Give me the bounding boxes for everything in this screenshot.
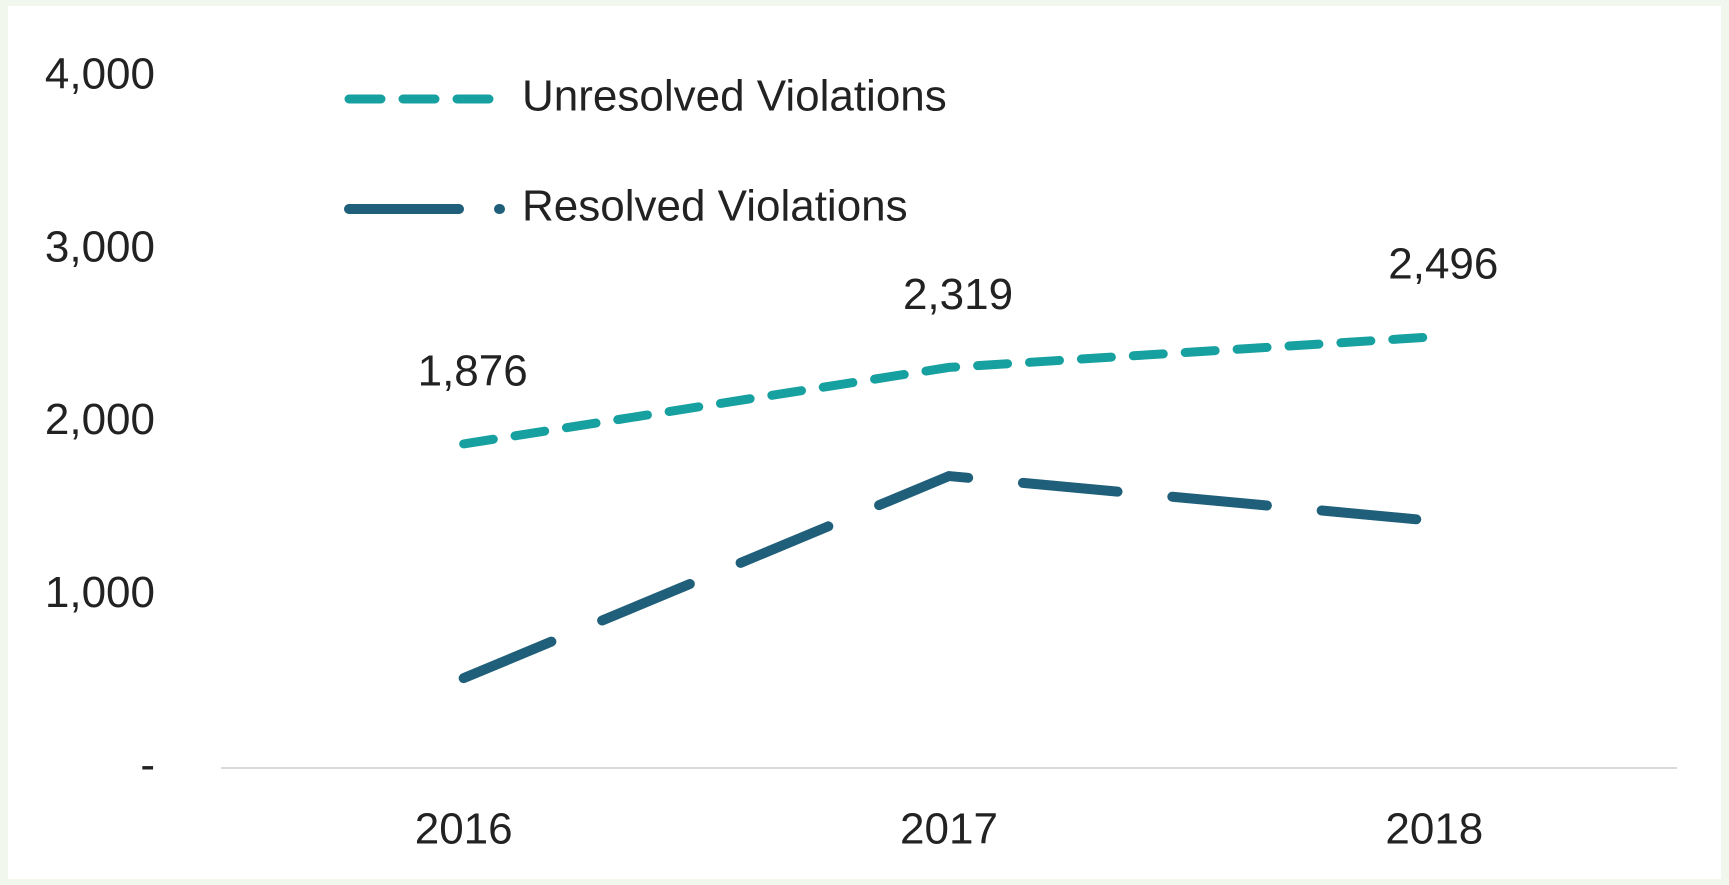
y-tick-label: 3,000 (45, 222, 155, 271)
y-tick-label: - (140, 741, 155, 790)
data-label: 2,319 (903, 270, 1013, 319)
data-label: 1,876 (418, 347, 528, 396)
y-tick-label: 1,000 (45, 568, 155, 617)
x-tick-label: 2018 (1385, 805, 1483, 854)
chart-background (8, 6, 1721, 879)
legend-label: Unresolved Violations (522, 72, 947, 121)
series-line (458, 470, 1440, 684)
y-tick-label: 4,000 (45, 50, 155, 99)
x-tick-label: 2016 (415, 805, 513, 854)
y-tick-label: 2,000 (45, 395, 155, 444)
x-tick-label: 2017 (900, 805, 998, 854)
series-line (459, 332, 1439, 449)
legend-label: Resolved Violations (522, 182, 908, 231)
data-label: 2,496 (1388, 239, 1498, 288)
